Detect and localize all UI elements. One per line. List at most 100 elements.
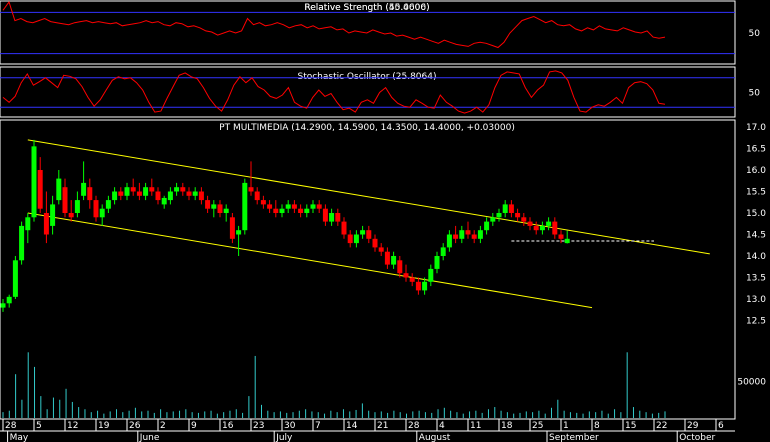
candle bbox=[105, 195, 111, 213]
candle bbox=[422, 277, 428, 295]
candle-body bbox=[527, 221, 533, 226]
candle-body bbox=[267, 204, 273, 209]
candle bbox=[155, 187, 161, 205]
candle-body bbox=[198, 191, 204, 201]
candle-body bbox=[180, 187, 186, 192]
candle bbox=[546, 217, 552, 231]
x-tick-label: 19 bbox=[98, 421, 110, 431]
candle bbox=[366, 225, 372, 244]
x-tick-label: 30 bbox=[284, 421, 296, 431]
candle-body bbox=[502, 204, 508, 213]
candle bbox=[521, 213, 527, 226]
candle bbox=[372, 234, 378, 252]
candle bbox=[6, 294, 12, 308]
candle bbox=[37, 157, 43, 213]
candle bbox=[31, 139, 37, 222]
candle-body bbox=[37, 170, 43, 209]
channel-upper-line bbox=[27, 139, 710, 255]
x-tick-label: 16 bbox=[222, 421, 234, 431]
candle-body bbox=[50, 204, 56, 226]
volume-tick-label: 50000 bbox=[737, 378, 766, 388]
x-tick-label: 5 bbox=[36, 421, 42, 431]
candle-body bbox=[167, 191, 173, 201]
candle bbox=[248, 161, 254, 196]
candle-body bbox=[335, 213, 341, 222]
candle-body bbox=[316, 204, 322, 209]
month-label: August bbox=[419, 433, 451, 442]
candle bbox=[322, 204, 328, 226]
x-tick-label: 7 bbox=[315, 421, 321, 431]
candle bbox=[341, 217, 347, 239]
candle-body bbox=[43, 213, 49, 235]
x-tick-label: 9 bbox=[191, 421, 197, 431]
candle-body bbox=[25, 217, 31, 231]
candle bbox=[484, 217, 490, 235]
candle bbox=[298, 204, 304, 218]
candle bbox=[539, 221, 545, 235]
price-tick-label: 17.0 bbox=[746, 123, 766, 133]
candle-body bbox=[68, 213, 74, 218]
x-ticks: 28 5 12 19 26 2 9 16 23 30 7 14 21 28 4 11 18 25 1 8 15 22 29 6 bbox=[2, 419, 724, 431]
price-tick-label: 16.5 bbox=[746, 145, 766, 155]
candle-body bbox=[6, 296, 12, 304]
candle bbox=[285, 200, 291, 213]
stochastic-panel: Stochastic Oscillator (25.8064) 50 bbox=[0, 66, 761, 118]
x-tick-label: 6 bbox=[718, 421, 724, 431]
price-ticks: 12.5 13.0 13.5 14.0 14.5 15.0 15.5 16.0 16.5 17.0 bbox=[746, 123, 766, 327]
candle-body bbox=[471, 234, 477, 239]
candle-body bbox=[384, 251, 390, 265]
candle bbox=[68, 200, 74, 222]
stochastic-ticks: 50 bbox=[749, 89, 761, 99]
x-tick-label: 8 bbox=[594, 421, 600, 431]
rsi-levels bbox=[0, 11, 735, 55]
candle bbox=[93, 195, 99, 222]
price-tick-label: 13.5 bbox=[746, 274, 766, 284]
candle bbox=[533, 221, 539, 235]
candle bbox=[291, 200, 297, 213]
candle-body bbox=[149, 187, 155, 192]
candle bbox=[558, 230, 564, 244]
candle-body bbox=[322, 208, 328, 222]
candle-body bbox=[99, 208, 105, 218]
candle bbox=[167, 187, 173, 205]
price-tick-label: 14.0 bbox=[746, 252, 766, 262]
x-tick-label: 28 bbox=[408, 421, 420, 431]
rsi-tick-label: 50 bbox=[749, 29, 761, 39]
candle bbox=[428, 264, 434, 287]
candle-body bbox=[31, 146, 37, 218]
candle-body bbox=[136, 191, 142, 196]
candle bbox=[360, 225, 366, 239]
candle-body bbox=[558, 234, 564, 239]
candle-body bbox=[87, 187, 93, 201]
candle bbox=[43, 191, 49, 244]
candle-body bbox=[465, 230, 471, 235]
candle-body bbox=[112, 191, 118, 201]
candle-body bbox=[211, 204, 217, 209]
x-tick-label: 4 bbox=[439, 421, 445, 431]
rsi-panel: Relative Strength (45.4606) Relative Str… bbox=[0, 0, 761, 65]
candle-body bbox=[118, 191, 124, 196]
candle bbox=[19, 221, 25, 265]
candle-body bbox=[403, 273, 409, 278]
price-tick-label: 12.5 bbox=[746, 317, 766, 327]
candle bbox=[267, 200, 273, 213]
candle-body bbox=[12, 260, 18, 297]
candle bbox=[316, 200, 322, 213]
price-tick-label: 15.0 bbox=[746, 209, 766, 219]
price-panel: PT MULTIMEDIA (14.2900, 14.5900, 14.3500… bbox=[0, 119, 766, 420]
candle bbox=[87, 178, 93, 209]
candle-body bbox=[19, 225, 25, 261]
candles bbox=[0, 139, 570, 312]
candle bbox=[459, 225, 465, 244]
x-axis: 28 5 12 19 26 2 9 16 23 30 7 14 21 28 4 11 18 25 1 8 15 22 29 6… bbox=[0, 419, 735, 442]
candle bbox=[180, 182, 186, 196]
rsi-line bbox=[2, 0, 666, 49]
candle-body bbox=[329, 213, 335, 222]
candle bbox=[391, 251, 397, 269]
month-label: July bbox=[275, 433, 293, 442]
candle bbox=[335, 208, 341, 226]
volume-bars bbox=[2, 352, 666, 418]
candle-body bbox=[143, 187, 149, 196]
candle-body bbox=[533, 225, 539, 231]
candle-body bbox=[539, 225, 545, 231]
